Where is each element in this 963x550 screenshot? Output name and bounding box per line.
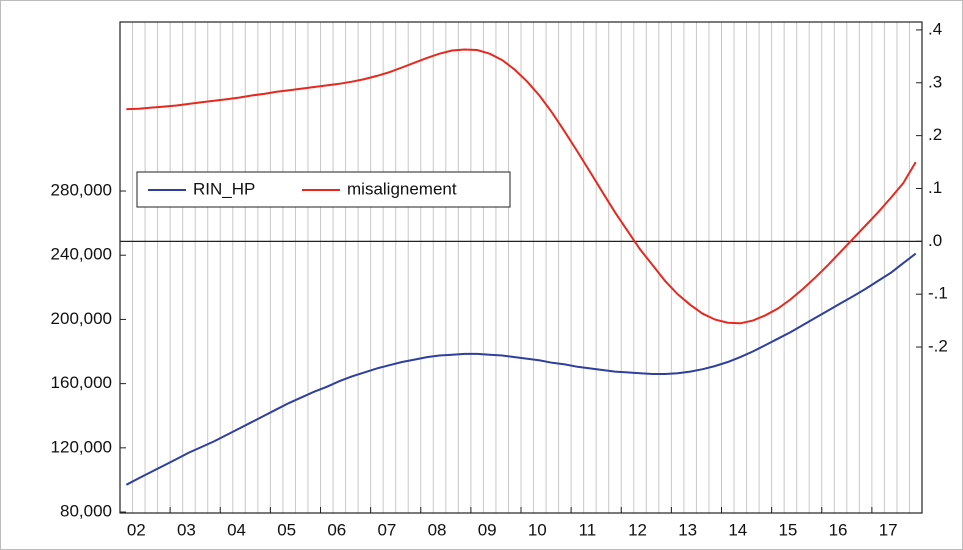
y2-tick-label: .2 [928,125,942,144]
y-tick-label: 240,000 [51,245,112,264]
y2-tick-label: .0 [928,231,942,250]
x-tick-label: 02 [127,520,146,539]
x-tick-label: 10 [528,520,547,539]
x-tick-label: 15 [778,520,797,539]
x-tick-label: 09 [478,520,497,539]
y-tick-label: 280,000 [51,181,112,200]
y-tick-label: 160,000 [51,373,112,392]
x-tick-label: 08 [428,520,447,539]
y2-tick-label: .1 [928,178,942,197]
y2-tick-label: .4 [928,19,942,38]
x-tick-label: 12 [628,520,647,539]
series-line [126,48,917,325]
x-tick-label: 11 [579,520,597,539]
y2-tick-label: -.2 [928,337,948,356]
x-tick-label: 03 [177,520,196,539]
y-tick-label: 80,000 [60,502,112,521]
y-tick-label: 120,000 [51,437,112,456]
x-tick-label: 07 [377,520,396,539]
y2-tick-label: -.1 [928,284,948,303]
x-tick-label: 06 [327,520,346,539]
y2-tick-label: .3 [928,72,942,91]
y-tick-label: 200,000 [51,309,112,328]
series-line [125,252,917,486]
x-tick-label: 13 [678,520,697,539]
legend-label: misalignement [347,179,457,198]
x-tick-label: 17 [879,520,898,539]
x-tick-label: 14 [728,520,747,539]
x-tick-label: 04 [227,520,246,539]
legend-label: RIN_HP [193,179,255,198]
x-tick-label: 16 [829,520,848,539]
x-tick-label: 05 [277,520,296,539]
